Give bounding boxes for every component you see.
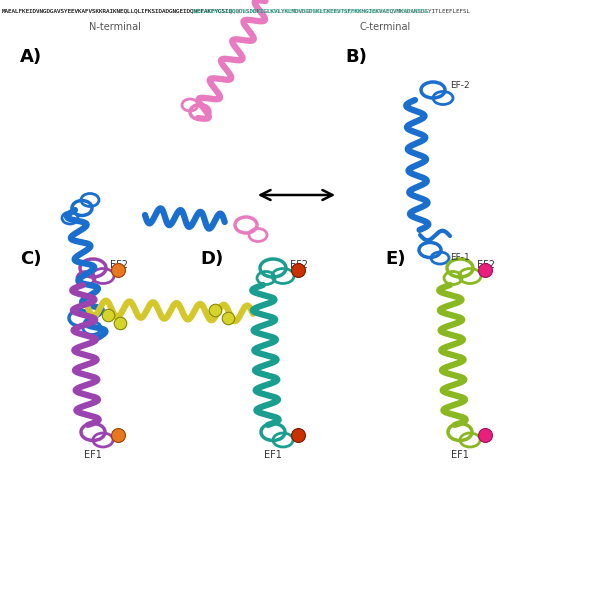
- Text: EF1: EF1: [84, 450, 102, 460]
- Text: MAEALFKEIDVNGDGAVSYEEVKAFVSKKRAIKNEQLLQLIFKSIDADGNGEIDQNEFAKFYGSIQ: MAEALFKEIDVNGDGAVSYEEVKAFVSKKRAIKNEQLLQL…: [2, 8, 233, 13]
- Text: EF2: EF2: [110, 260, 128, 270]
- Text: EF1: EF1: [451, 450, 469, 460]
- Text: B): B): [345, 48, 367, 66]
- Text: D): D): [200, 250, 223, 268]
- Text: QQDLSDDKIGLKVLYKLMDVDGDGKLTKEEVTSFFKKHGIEKVAЕQVMKADANGDGYITLEEFLEFSL: QQDLSDDKIGLKVLYKLMDVDGDGKLTKEEVTSFFKKHGI…: [192, 8, 430, 13]
- Text: EF2: EF2: [477, 260, 495, 270]
- Text: EF1: EF1: [264, 450, 282, 460]
- Text: EF2: EF2: [290, 260, 308, 270]
- Text: MAEALFKEIDVNGDGAVSYEEVKAFVSKKRAIKNEQLLQLIFKSIDADGNGEIDQNEFAKFYGSIQQQDLSDDKIGLKVL: MAEALFKEIDVNGDGAVSYEEVKAFVSKKRAIKNEQLLQL…: [2, 8, 471, 13]
- Text: E): E): [385, 250, 406, 268]
- Text: C-terminal: C-terminal: [359, 22, 410, 32]
- Text: N-terminal: N-terminal: [89, 22, 141, 32]
- Text: EF-1: EF-1: [450, 254, 470, 262]
- Text: C): C): [20, 250, 41, 268]
- Text: A): A): [20, 48, 42, 66]
- Text: EF-2: EF-2: [450, 80, 470, 89]
